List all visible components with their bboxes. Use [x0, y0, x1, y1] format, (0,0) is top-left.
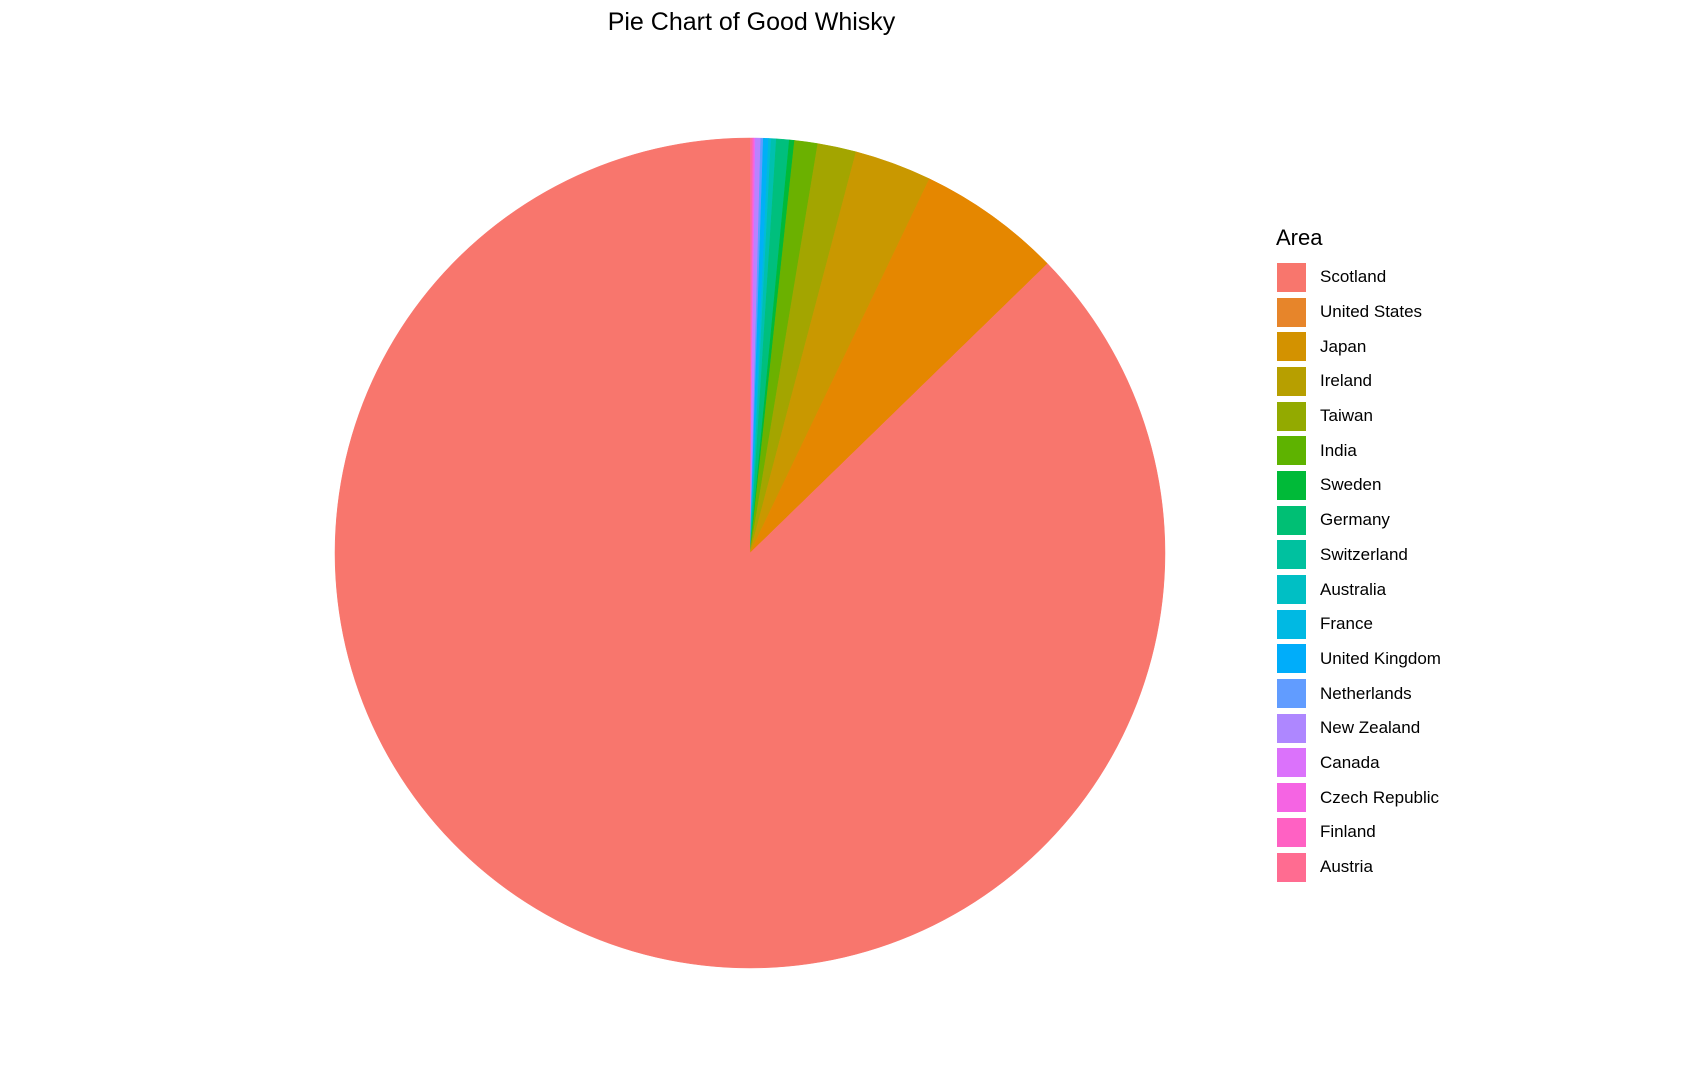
legend-item: Austria — [1276, 850, 1441, 885]
legend-swatch — [1276, 851, 1307, 883]
legend-swatch — [1276, 400, 1307, 432]
legend-swatch — [1276, 574, 1307, 606]
legend-item: France — [1276, 607, 1441, 642]
legend-swatch — [1276, 678, 1307, 710]
legend-swatch — [1276, 643, 1307, 675]
legend-item: Ireland — [1276, 364, 1441, 399]
legend-swatch — [1276, 365, 1307, 397]
legend-label: Australia — [1320, 579, 1387, 599]
pie-slice-united-states — [749, 178, 1048, 554]
legend-label: Taiwan — [1320, 406, 1373, 426]
legend-swatch — [1276, 435, 1307, 467]
legend-item: Canada — [1276, 746, 1441, 781]
legend-swatch — [1276, 504, 1307, 536]
legend-item: Australia — [1276, 572, 1441, 607]
pie-slice-scotland — [334, 137, 1166, 969]
legend-label: India — [1320, 440, 1357, 460]
legend-swatch — [1276, 608, 1307, 640]
legend-item: India — [1276, 433, 1441, 468]
legend-label: United States — [1320, 302, 1423, 322]
legend-label: Austria — [1320, 857, 1373, 877]
legend-title: Area — [1276, 225, 1323, 250]
legend-swatch — [1276, 782, 1307, 814]
pie-slices — [334, 137, 1166, 969]
legend-item: Taiwan — [1276, 399, 1441, 434]
legend-item: Germany — [1276, 503, 1441, 538]
legend-label: Japan — [1320, 336, 1367, 356]
legend-swatch — [1276, 747, 1307, 779]
legend-label: New Zealand — [1320, 718, 1421, 738]
legend-label: United Kingdom — [1320, 648, 1441, 668]
pie-chart — [334, 137, 1166, 969]
legend-label: Sweden — [1320, 475, 1382, 495]
legend-item: Czech Republic — [1276, 780, 1441, 815]
legend: Area Scotland United States Japan Ireland Ta… — [1276, 224, 1441, 884]
legend-swatch — [1276, 261, 1307, 293]
legend-swatch — [1276, 469, 1307, 501]
legend-item: Japan — [1276, 329, 1441, 364]
legend-label: Germany — [1320, 510, 1390, 530]
legend-item: Switzerland — [1276, 538, 1441, 573]
chart-title: Pie Chart of Good Whisky — [607, 8, 896, 36]
legend-swatch — [1276, 331, 1307, 363]
legend-label: Ireland — [1320, 371, 1372, 391]
legend-label: Czech Republic — [1320, 787, 1440, 807]
legend-item: United States — [1276, 295, 1441, 330]
legend-label: Finland — [1320, 822, 1376, 842]
legend-label: France — [1320, 614, 1373, 634]
legend-swatch — [1276, 712, 1307, 744]
legend-label: Netherlands — [1320, 683, 1412, 703]
legend-item: Sweden — [1276, 468, 1441, 503]
legend-items: Scotland United States Japan Ireland Taiwan I… — [1276, 260, 1441, 884]
legend-item: Netherlands — [1276, 676, 1441, 711]
legend-item: New Zealand — [1276, 711, 1441, 746]
legend-item: Scotland — [1276, 260, 1441, 295]
legend-swatch — [1276, 296, 1307, 328]
legend-label: Switzerland — [1320, 544, 1408, 564]
legend-swatch — [1276, 539, 1307, 571]
legend-swatch — [1276, 816, 1307, 848]
legend-item: United Kingdom — [1276, 642, 1441, 677]
legend-label: Scotland — [1320, 267, 1387, 287]
legend-label: Canada — [1320, 752, 1380, 772]
legend-item: Finland — [1276, 815, 1441, 850]
